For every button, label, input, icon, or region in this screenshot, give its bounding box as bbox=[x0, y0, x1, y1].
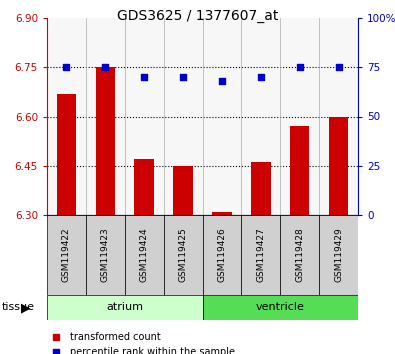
Bar bbox=[173, 166, 193, 215]
Bar bbox=[212, 212, 231, 215]
Bar bbox=[86, 215, 125, 295]
Bar bbox=[164, 215, 203, 295]
Bar bbox=[203, 18, 241, 215]
Bar bbox=[290, 126, 309, 215]
Point bbox=[63, 64, 70, 70]
Bar bbox=[125, 215, 164, 295]
Bar bbox=[125, 18, 164, 215]
Bar bbox=[203, 295, 358, 320]
Text: GSM119423: GSM119423 bbox=[101, 228, 110, 282]
Text: ventricle: ventricle bbox=[256, 303, 305, 313]
Text: GDS3625 / 1377607_at: GDS3625 / 1377607_at bbox=[117, 9, 278, 23]
Bar bbox=[203, 215, 241, 295]
Point bbox=[102, 64, 109, 70]
Point bbox=[219, 78, 225, 84]
Bar bbox=[164, 18, 203, 215]
Text: GSM119426: GSM119426 bbox=[217, 228, 226, 282]
Point bbox=[258, 74, 264, 80]
Bar bbox=[47, 215, 86, 295]
Point bbox=[141, 74, 147, 80]
Bar bbox=[47, 18, 86, 215]
Bar bbox=[241, 215, 280, 295]
Text: ▶: ▶ bbox=[21, 301, 31, 314]
Text: GSM119425: GSM119425 bbox=[179, 228, 188, 282]
Text: GSM119424: GSM119424 bbox=[140, 228, 149, 282]
Text: GSM119427: GSM119427 bbox=[256, 228, 265, 282]
Bar bbox=[280, 18, 319, 215]
Text: tissue: tissue bbox=[2, 303, 35, 313]
Bar bbox=[47, 295, 203, 320]
Legend: transformed count, percentile rank within the sample: transformed count, percentile rank withi… bbox=[42, 329, 239, 354]
Bar bbox=[86, 18, 125, 215]
Bar bbox=[134, 159, 154, 215]
Bar bbox=[96, 67, 115, 215]
Bar bbox=[319, 215, 358, 295]
Point bbox=[297, 64, 303, 70]
Bar bbox=[241, 18, 280, 215]
Bar bbox=[319, 18, 358, 215]
Bar bbox=[280, 215, 319, 295]
Point bbox=[180, 74, 186, 80]
Text: GSM119428: GSM119428 bbox=[295, 228, 304, 282]
Text: GSM119422: GSM119422 bbox=[62, 228, 71, 282]
Text: atrium: atrium bbox=[106, 303, 143, 313]
Bar bbox=[57, 93, 76, 215]
Bar bbox=[251, 162, 271, 215]
Bar bbox=[329, 116, 348, 215]
Text: GSM119429: GSM119429 bbox=[334, 228, 343, 282]
Point bbox=[335, 64, 342, 70]
